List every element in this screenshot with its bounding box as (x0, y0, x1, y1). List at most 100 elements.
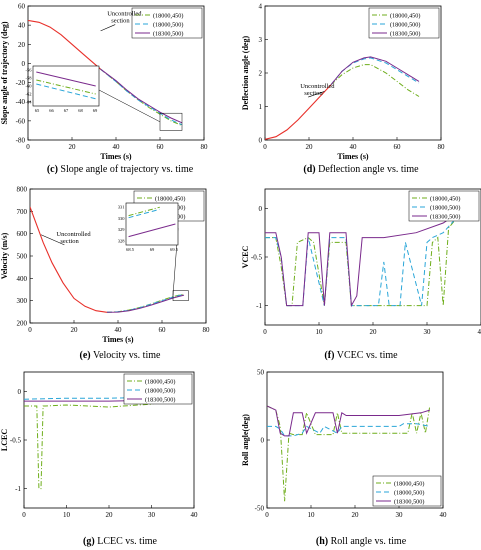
annotation-uncontrolled-line2: section (304, 90, 323, 97)
y-axis-label: Deflection angle (deg) (241, 36, 250, 111)
zoom-connector (98, 89, 161, 123)
legend-label-1: (18000,450) (394, 480, 424, 487)
inset-y-tick-label: -60 (26, 84, 33, 89)
inset-y-tick-label: -64 (26, 100, 33, 105)
series-line-3 (265, 207, 466, 308)
inset-frame (32, 65, 100, 107)
series-line-1 (100, 68, 183, 127)
y-axis-label: Slope angle of trajectory (deg) (0, 21, 9, 124)
x-tick-label: 20 (106, 511, 114, 519)
series-line-3 (267, 405, 430, 437)
y-tick-label: 4 (259, 3, 263, 11)
inset-y-tick-label: -58 (26, 76, 33, 81)
inset-y-tick-label: 329 (118, 227, 126, 232)
y-tick-label: 40 (18, 22, 26, 30)
caption-f: (f) VCEC vs. time (324, 350, 398, 361)
x-tick-label: 20 (306, 143, 314, 151)
chart-panel-e: 0 20 40 60 80 200 300 400 500 600 700 800 Times (s) V… (0, 183, 240, 363)
y-tick-label: 800 (17, 186, 28, 194)
y-tick-label: -1 (256, 302, 262, 310)
x-tick-label: 10 (316, 328, 324, 336)
legend-label-3: (18300,500) (153, 30, 183, 37)
series-line-3 (100, 68, 183, 124)
chart-panel-d: 0 20 40 60 80 0 1 2 3 4 Times (s) Deflection angle … (241, 0, 481, 180)
inset-x-tick-label: 68.5 (126, 247, 135, 252)
x-tick-label: 20 (69, 143, 77, 151)
y-axis-label: VCEC (241, 245, 250, 268)
y-tick-label: -50 (255, 505, 265, 513)
x-axis-label: Times (s) (337, 152, 369, 161)
y-tick-label: 50 (257, 369, 265, 377)
caption-e: (e) Velocity vs. time (79, 350, 161, 361)
y-axis-label: LCEC (0, 429, 9, 451)
annotation-arrow (308, 91, 325, 98)
y-tick-label: -0.5 (10, 437, 22, 445)
inset-x-tick-label: 66 (49, 108, 54, 113)
caption-d: (d) Deflection angle vs. time (303, 164, 419, 175)
deflection-angle-chart: 0 20 40 60 80 0 1 2 3 4 Times (s) Deflection angle … (241, 3, 445, 162)
x-tick-label: 40 (440, 511, 448, 519)
inset-x-tick-label: 69.5 (170, 247, 179, 252)
x-tick-label: 10 (308, 511, 316, 519)
series-group (265, 207, 466, 308)
x-tick-label: 0 (263, 328, 267, 336)
legend-label-3: (18300,500) (394, 498, 424, 505)
x-tick-label: 40 (350, 143, 358, 151)
slope-angle-chart: 0 20 40 60 80 -80 -60 -40 -20 0 20 40 60 Times (s) Slo… (0, 3, 208, 162)
y-tick-label: 0 (22, 60, 26, 68)
annotation-uncontrolled-line1: Uncontrolled (56, 231, 91, 238)
y-tick-label: 600 (17, 230, 28, 238)
y-tick-label: 0 (18, 388, 22, 396)
y-tick-label: 0 (259, 205, 263, 213)
legend-label-1: (18000,450) (430, 195, 460, 202)
series-line-2 (100, 68, 183, 126)
x-tick-label: 10 (63, 511, 71, 519)
series-group (267, 405, 431, 502)
series-line-1 (24, 391, 182, 490)
inset-x-tick-label: 65 (35, 108, 40, 113)
inset-x-tick-label: 69 (150, 247, 155, 252)
inset-y-tick-label: 330 (118, 216, 126, 221)
series-group (265, 56, 420, 140)
x-tick-label: 0 (263, 143, 267, 151)
y-tick-label: 300 (17, 297, 28, 305)
y-tick-label: 0 (261, 437, 265, 445)
legend-label-3: (18300,500) (390, 30, 420, 37)
annotation-uncontrolled-line1: Uncontrolled (107, 11, 142, 18)
inset-series-line-3 (128, 223, 176, 238)
y-tick-label: 3 (259, 36, 263, 44)
y-tick-label: 20 (18, 41, 26, 49)
caption-g: (g) LCEC vs. time (83, 536, 157, 547)
legend-label-1: (18000,450) (390, 12, 420, 19)
chart-panel-f: 0 10 20 30 40 -1 -0.5 0 VCEC (18000,450) (18000,50… (241, 183, 481, 363)
caption-h: (h) Roll angle vs. time (315, 536, 407, 547)
x-tick-label: 60 (157, 143, 165, 151)
x-tick-label: 20 (71, 326, 79, 334)
y-axis-label: Roll angle(deg) (241, 414, 250, 466)
vcec-chart: 0 10 20 30 40 -1 -0.5 0 VCEC (18000,450) (18000,50… (241, 188, 481, 336)
y-axis-label: Velocity (m/s) (0, 232, 9, 279)
annotation-uncontrolled-line2: section (60, 238, 79, 245)
legend-label-1: (18000,450) (145, 378, 175, 385)
series-group (30, 206, 185, 313)
annotation-uncontrolled-line2: section (111, 18, 130, 25)
y-tick-label: -20 (16, 79, 26, 87)
x-tick-label: 40 (113, 143, 121, 151)
legend-label-2: (18000,500) (145, 387, 175, 394)
inset-series-line-2 (128, 208, 160, 219)
annotation-uncontrolled-line1: Uncontrolled (300, 83, 335, 90)
inset-x-tick-label: 67 (64, 108, 69, 113)
series-line-3 (330, 56, 420, 86)
inset-series-line-2 (36, 83, 96, 100)
uncontrolled-line (265, 84, 332, 140)
uncontrolled-line (28, 19, 101, 70)
y-tick-label: -1 (15, 485, 21, 493)
x-tick-label: 30 (148, 511, 156, 519)
x-tick-label: 30 (424, 328, 432, 336)
y-tick-label: 500 (17, 253, 28, 261)
caption-c: (c) Slope angle of trajectory vs. time (46, 164, 194, 175)
inset-x-tick-label: 69 (93, 108, 98, 113)
series-line-2 (330, 57, 420, 86)
x-tick-label: 40 (478, 328, 481, 336)
y-tick-label: 400 (17, 275, 28, 283)
